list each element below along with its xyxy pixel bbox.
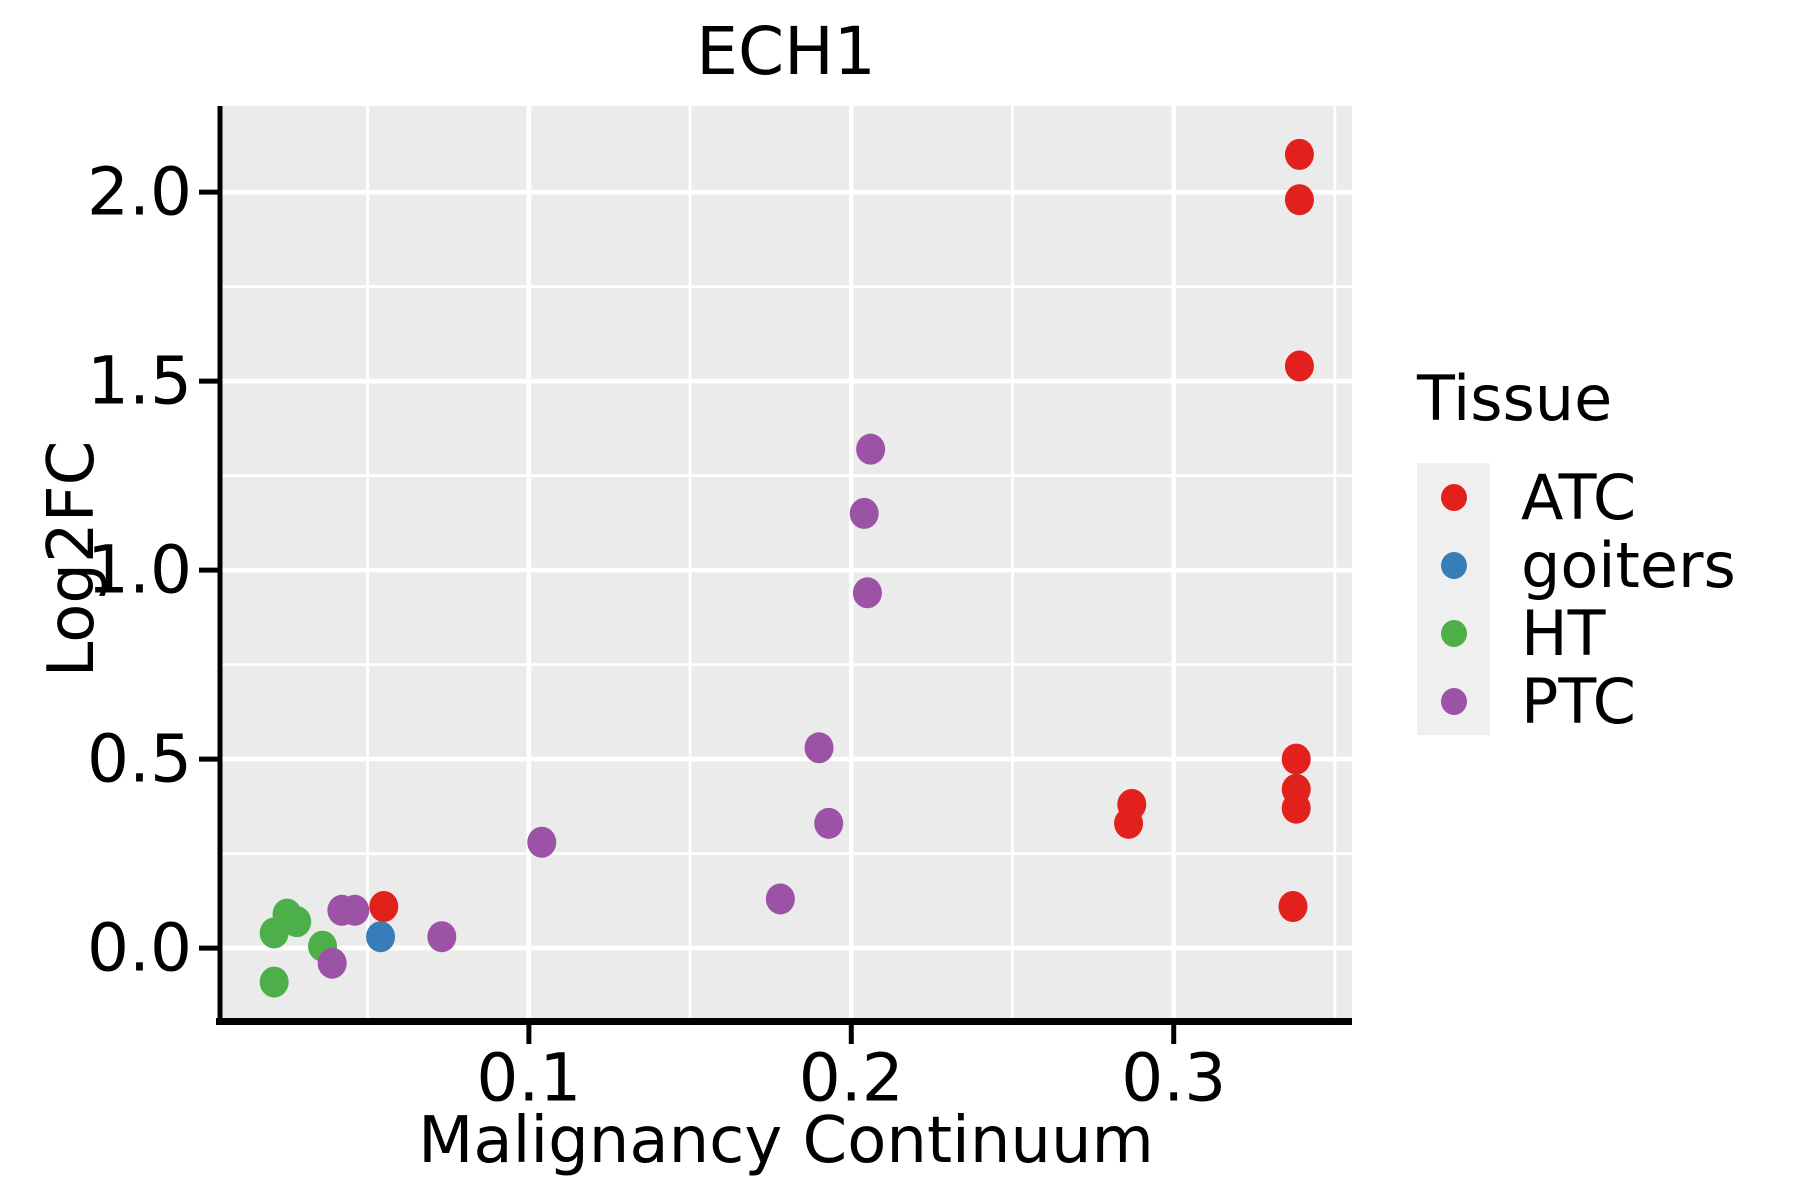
- data-point-PTC: [814, 807, 844, 839]
- y-tick-label: 1.5: [87, 343, 192, 420]
- data-point-ATC: [1117, 788, 1147, 820]
- legend-entry-PTC: PTC: [1417, 664, 1736, 738]
- x-tick-label: 0.2: [799, 1040, 904, 1117]
- data-point-ATC: [1278, 891, 1308, 923]
- data-point-PTC: [317, 947, 347, 979]
- legend-key: [1417, 599, 1490, 667]
- data-point-ATC: [1284, 184, 1314, 216]
- data-point-HT: [259, 966, 289, 998]
- data-point-ATC: [1281, 743, 1311, 775]
- data-point-ATC: [1281, 773, 1311, 805]
- data-point-PTC: [856, 433, 886, 465]
- data-point-PTC: [849, 497, 879, 529]
- y-axis-title: Log2FC: [35, 440, 109, 678]
- data-point-PTC: [765, 883, 795, 915]
- y-tick-label: 0.5: [87, 721, 192, 798]
- x-axis-title: Malignancy Continuum: [418, 1104, 1154, 1178]
- legend-dot-icon: [1440, 687, 1467, 715]
- data-point-PTC: [852, 577, 882, 609]
- legend-entry-label: goiters: [1521, 528, 1736, 602]
- legend: Tissue ATC goiters HT PTC: [1417, 362, 1736, 738]
- data-point-ATC: [1284, 350, 1314, 382]
- plot-panel: [220, 106, 1352, 1018]
- legend-key: [1417, 531, 1490, 599]
- x-tick-label: 0.3: [1121, 1040, 1226, 1117]
- legend-entry-label: ATC: [1521, 460, 1637, 534]
- legend-title: Tissue: [1417, 362, 1613, 435]
- data-point-PTC: [340, 894, 370, 926]
- legend-dot-icon: [1440, 619, 1467, 647]
- legend-entry-ATC: ATC: [1417, 460, 1736, 534]
- data-point-HT: [282, 906, 312, 938]
- plot-title: ECH1: [696, 13, 876, 90]
- data-point-ATC: [1284, 138, 1314, 170]
- data-point-PTC: [804, 732, 834, 764]
- legend-entry-goiters: goiters: [1417, 528, 1736, 602]
- legend-entries: ATC goiters HT PTC: [1417, 460, 1736, 738]
- legend-key: [1417, 463, 1490, 531]
- x-tick-label: 0.1: [476, 1040, 581, 1117]
- y-tick-label: 0.0: [87, 910, 192, 987]
- legend-entry-HT: HT: [1417, 596, 1736, 670]
- data-point-PTC: [527, 826, 557, 858]
- legend-dot-icon: [1440, 483, 1467, 511]
- data-point-ATC: [369, 891, 399, 923]
- legend-entry-label: HT: [1521, 596, 1606, 670]
- legend-entry-label: PTC: [1521, 664, 1636, 738]
- y-tick-label: 1.0: [87, 532, 192, 609]
- data-point-PTC: [427, 921, 457, 953]
- y-tick-label: 2.0: [87, 154, 192, 231]
- data-point-goiters: [366, 921, 396, 953]
- legend-dot-icon: [1440, 551, 1467, 579]
- legend-key: [1417, 667, 1490, 735]
